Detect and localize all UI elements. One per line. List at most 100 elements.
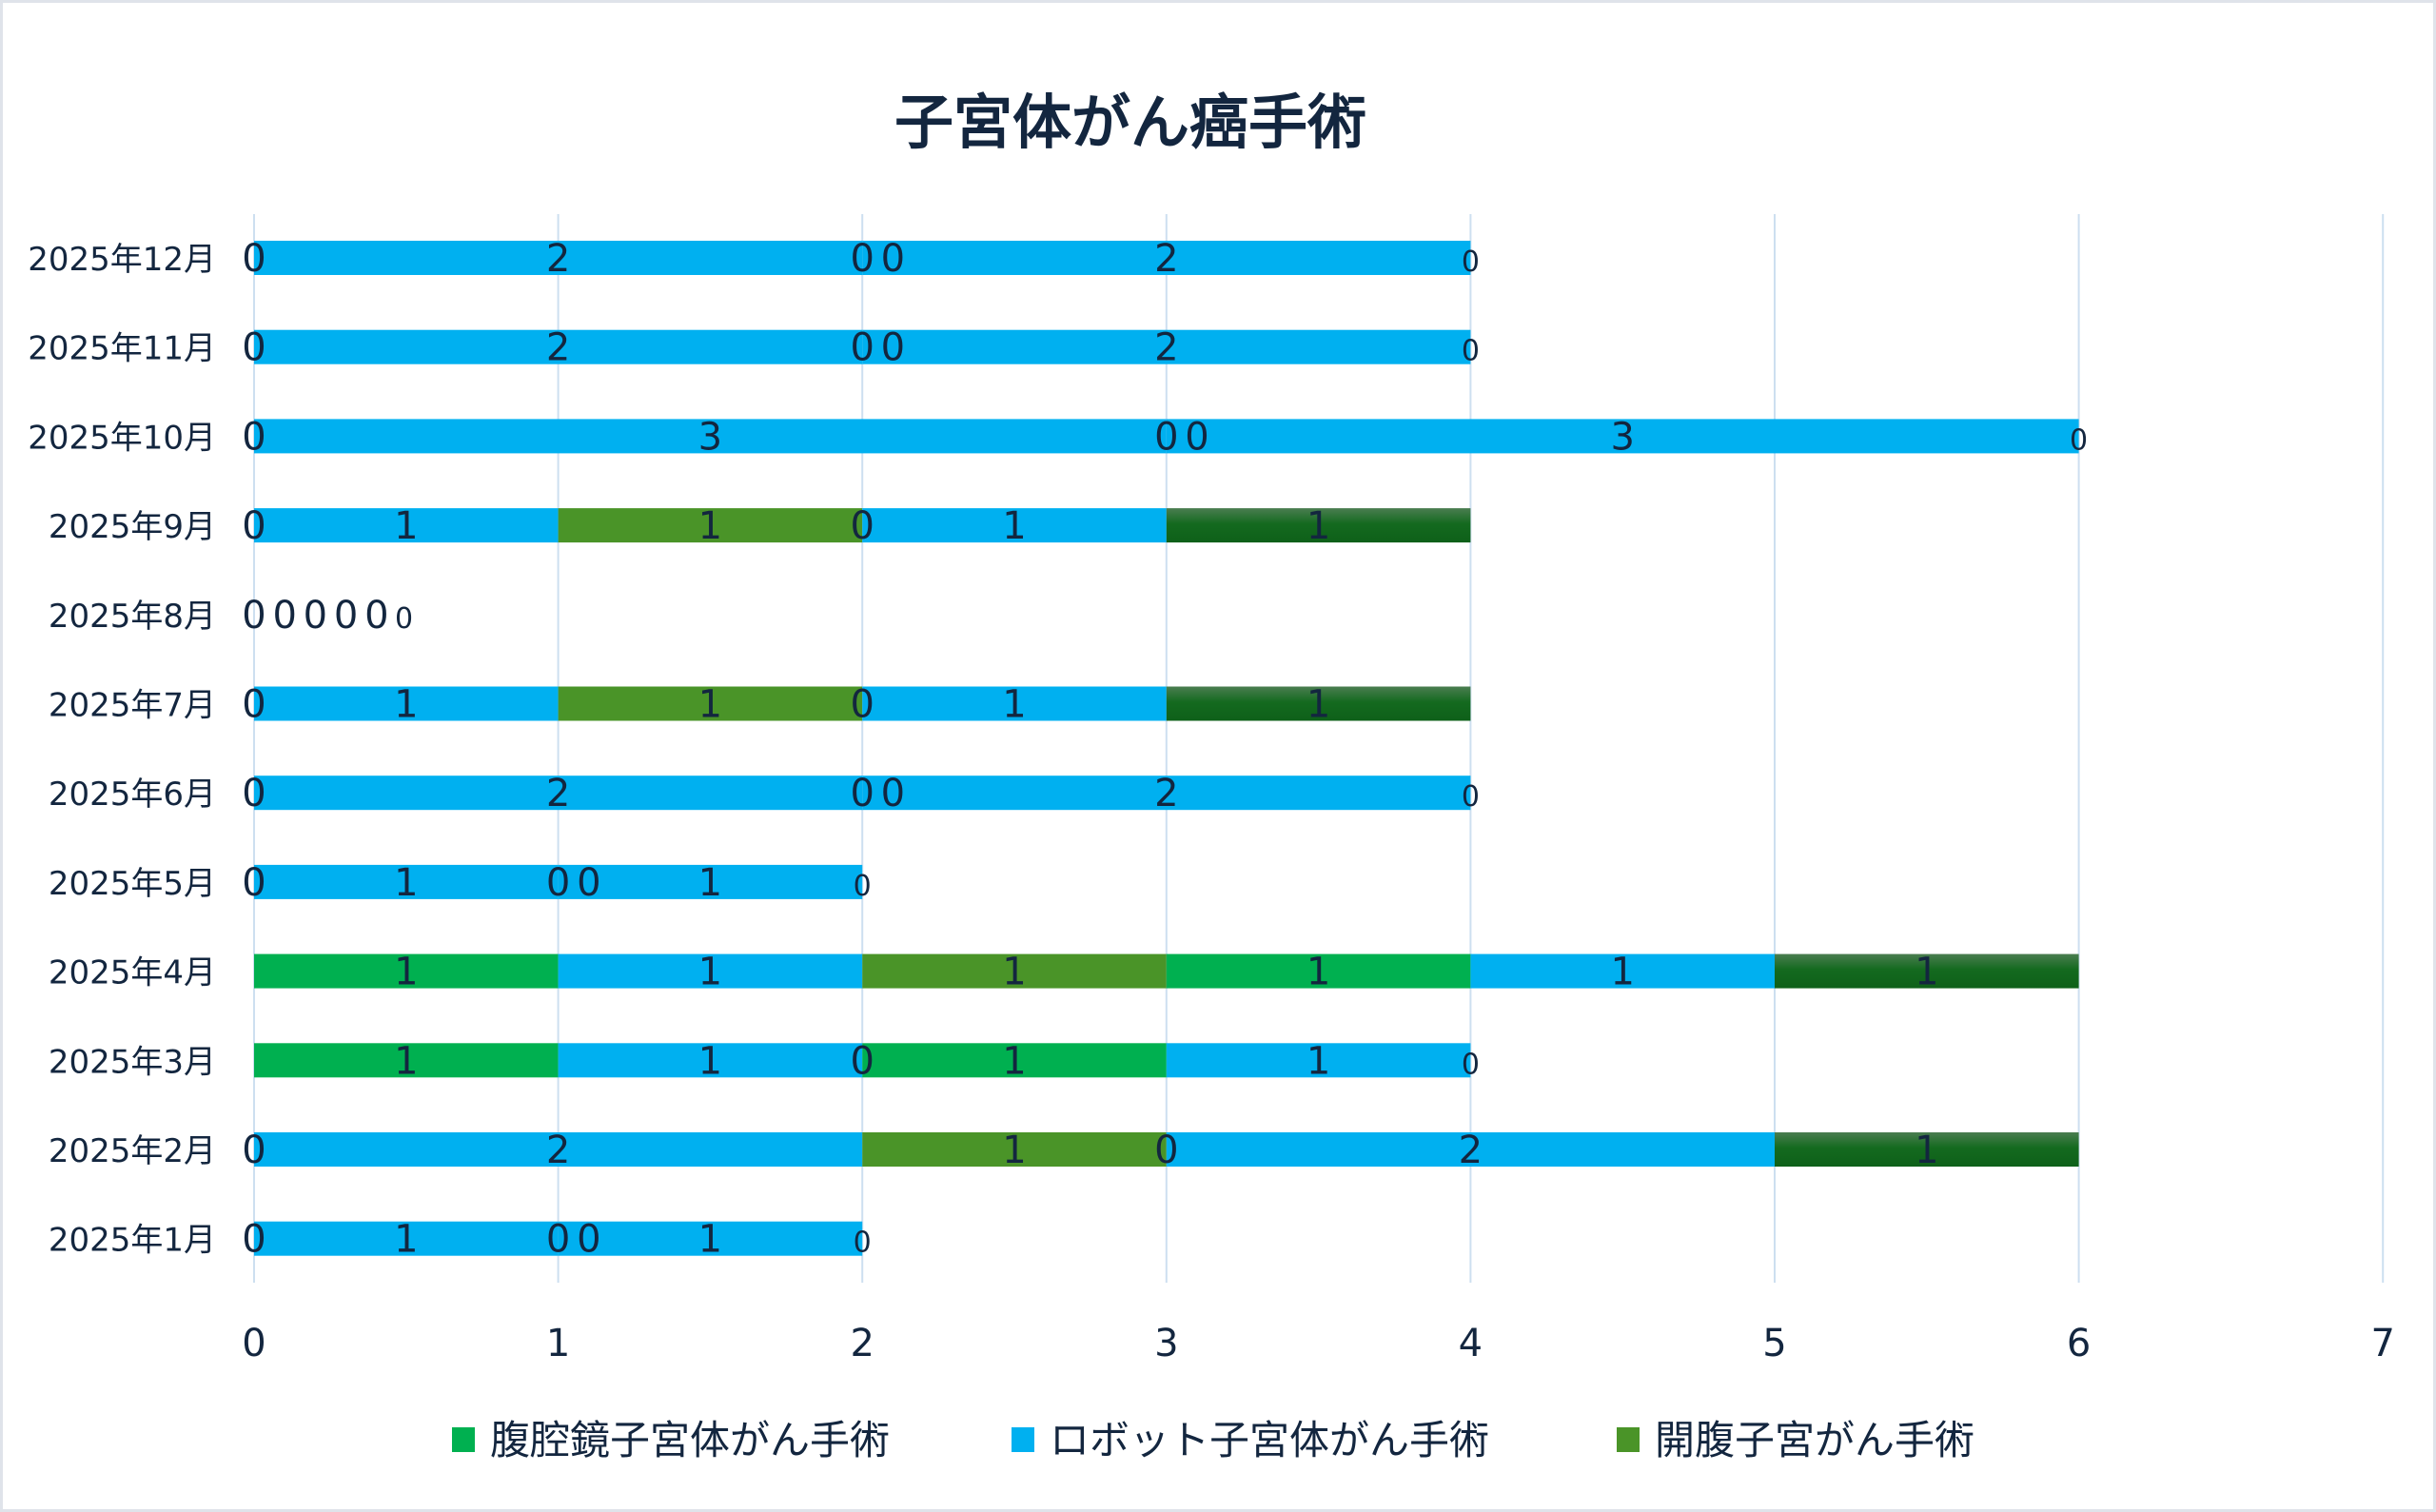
bar-segment [862, 686, 1167, 721]
data-label: 1 [1306, 1039, 1330, 1083]
bar-segment [1166, 1132, 1775, 1167]
chart-title: 子宮体がん癌手術 [894, 88, 1366, 157]
bar-segment [254, 686, 559, 721]
x-tick-label: 5 [1762, 1322, 1786, 1365]
bar-segment [558, 686, 863, 721]
x-tick-label: 0 [242, 1322, 265, 1365]
data-label: 2 [546, 1129, 570, 1172]
bar-segment [1166, 953, 1471, 989]
bars [254, 241, 2079, 1256]
x-tick-label: 7 [2370, 1322, 2394, 1365]
bar-segment [862, 1043, 1167, 1078]
data-label: 3 [1610, 415, 1634, 459]
data-label: 0 [1462, 780, 1480, 814]
data-label: 0 [546, 1218, 570, 1262]
bar-segment [254, 776, 863, 811]
data-label: 0 [1185, 415, 1208, 459]
bar-segment [862, 953, 1167, 989]
x-tick-label: 1 [546, 1322, 570, 1365]
data-label: 0 [272, 594, 296, 638]
data-label: 0 [881, 237, 905, 281]
legend-swatch [1012, 1427, 1034, 1452]
data-label: 0 [242, 861, 265, 905]
bar-segment [254, 508, 559, 543]
data-label: 0 [850, 504, 874, 548]
x-tick-label: 6 [2067, 1322, 2091, 1365]
data-label: 0 [242, 504, 265, 548]
bar-segment [254, 241, 863, 275]
data-label: 0 [395, 602, 413, 636]
data-label: 0 [242, 326, 265, 370]
bar-segment [1166, 1043, 1471, 1078]
data-label: 1 [394, 683, 418, 727]
x-tick-label: 2 [850, 1322, 874, 1365]
category-label: 2025年4月 [49, 954, 216, 992]
legend-swatch [452, 1427, 475, 1452]
data-label: 1 [698, 1218, 722, 1262]
data-label: 0 [850, 326, 874, 370]
data-label: 2 [546, 326, 570, 370]
data-label: 0 [1462, 335, 1480, 368]
bar-chart: 子宮体がん癌手術 0 1 0 0 1 00 2 1 0 2 11 1 0 1 1 01 1 1 1 1 10 1 0 0 1 00… [28, 88, 2395, 1463]
data-label: 1 [1002, 1039, 1026, 1083]
data-label: 1 [1915, 951, 1938, 994]
legend-item: 腹腔鏡子宮体がん手術 [452, 1417, 890, 1463]
bar-segment [254, 953, 559, 989]
x-tick-label: 4 [1459, 1322, 1483, 1365]
data-label: 3 [698, 415, 722, 459]
data-label: 0 [242, 237, 265, 281]
data-label: 0 [854, 1227, 872, 1260]
data-label: 1 [1306, 683, 1330, 727]
bar-segment [254, 419, 1167, 454]
data-label: 0 [1154, 1129, 1178, 1172]
bar-segment [1166, 686, 1471, 721]
data-label: 1 [698, 1039, 722, 1083]
bar-segment [558, 508, 863, 543]
bar-segment [254, 1221, 559, 1256]
bar-segment [1775, 953, 2079, 989]
category-label: 2025年11月 [28, 330, 216, 368]
data-label: 1 [698, 504, 722, 548]
data-labels: 0 1 0 0 1 00 2 1 0 2 11 1 0 1 1 01 1 1 1 1 10 1 0 0 1 00 2 0 0 2 00 1 1 0… [242, 237, 2088, 1262]
legend: 腹腔鏡子宮体がん手術 ロボット子宮体がん手術 開腹子宮がん手術 [452, 1417, 1974, 1463]
legend-label: ロボット子宮体がん手術 [1050, 1417, 1489, 1463]
data-label: 0 [1154, 415, 1178, 459]
data-label: 1 [1915, 1129, 1938, 1172]
data-label: 0 [242, 1129, 265, 1172]
data-label: 1 [698, 683, 722, 727]
data-label: 2 [1154, 237, 1178, 281]
data-label: 1 [1306, 951, 1330, 994]
data-label: 0 [1462, 245, 1480, 279]
legend-item: ロボット子宮体がん手術 [1012, 1417, 1489, 1463]
data-label: 0 [850, 1039, 874, 1083]
bar-segment [862, 776, 1471, 811]
data-label: 0 [850, 772, 874, 815]
legend-label: 開腹子宮がん手術 [1655, 1417, 1974, 1463]
legend-swatch [1617, 1427, 1640, 1452]
bar-segment [254, 329, 863, 364]
category-label: 2025年1月 [49, 1222, 216, 1260]
data-label: 0 [304, 594, 327, 638]
data-label: 2 [1154, 772, 1178, 815]
data-label: 0 [577, 1218, 600, 1262]
bar-segment [862, 241, 1471, 275]
bar-segment [558, 1043, 863, 1078]
gridlines [253, 214, 2385, 1283]
bar-segment [254, 1043, 559, 1078]
data-label: 1 [698, 861, 722, 905]
data-label: 1 [698, 951, 722, 994]
x-tick-label: 3 [1154, 1322, 1178, 1365]
data-label: 2 [1154, 326, 1178, 370]
bar-segment [1166, 419, 2079, 454]
data-label: 0 [364, 594, 388, 638]
data-label: 1 [394, 1218, 418, 1262]
data-label: 1 [1306, 504, 1330, 548]
data-label: 1 [394, 1039, 418, 1083]
bar-segment [254, 1132, 863, 1167]
data-label: 0 [854, 870, 872, 903]
data-label: 0 [850, 237, 874, 281]
x-tick-labels: 0 1 2 3 4 5 6 7 [242, 1322, 2395, 1365]
bar-segment [558, 953, 863, 989]
data-label: 1 [1002, 683, 1026, 727]
data-label: 0 [881, 326, 905, 370]
